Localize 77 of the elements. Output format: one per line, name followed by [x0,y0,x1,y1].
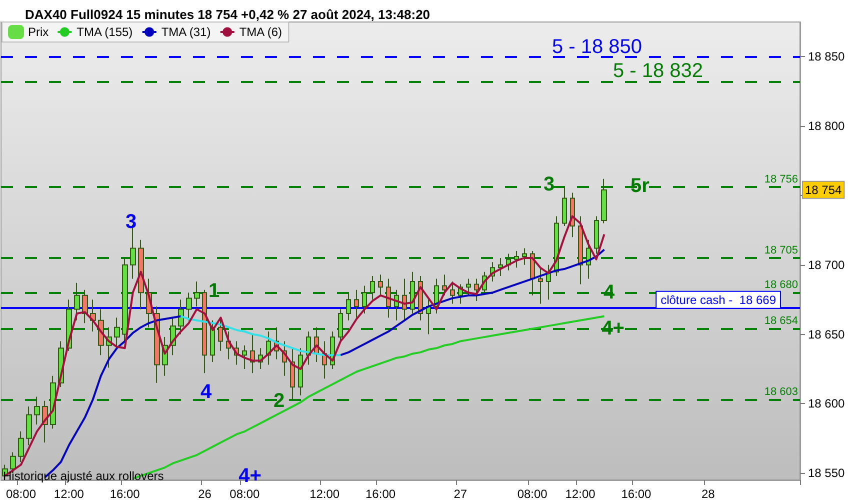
candlestick [474,278,479,302]
candlestick [450,281,455,304]
candlestick [402,278,407,321]
legend-label: TMA (155) [76,25,133,39]
chart-title: DAX40 Full0924 15 minutes 18 754 +0,42 % 27 août 2024, 13:48:20 [25,7,430,22]
annotation: 3 [125,210,137,233]
legend-label: Prix [28,25,49,39]
x-tick-label: 08:00 [230,487,260,500]
candlestick [466,278,471,296]
candlestick [354,289,359,318]
candlestick [218,317,223,352]
candlestick [594,216,599,254]
candlestick [290,348,295,400]
candlestick [186,292,192,321]
y-tick-label: 18 850 [808,50,846,64]
y-tick-label: 18 550 [808,466,846,480]
ref-line-label: 18 654 [764,315,798,328]
candlestick [242,344,247,370]
x-tick-label: 08:00 [6,487,36,500]
candlestick [346,292,351,321]
candlestick [210,320,215,363]
legend-label: TMA (6) [239,25,282,39]
candlestick [122,257,128,342]
candlestick [18,430,24,462]
annotation: 4 [200,381,212,403]
candlestick [498,257,503,276]
candlestick [442,274,447,296]
candlestick [426,299,431,335]
ref-line-label: 18 680 [764,279,798,292]
candlestick [82,289,88,324]
candlestick [562,186,567,227]
annotation: 5 - 18 850 [552,36,642,58]
ref-line-label: 18 756 [764,174,798,186]
x-tick-label: 12:00 [565,487,596,500]
annotation: 4+ [602,318,624,340]
annotation: 5 - 18 832 [612,60,704,82]
ref-line-label: clôture cash - 18 669 [660,292,776,307]
candlestick [538,267,543,304]
annotation: 5r [630,174,650,197]
y-tick-label: 18 650 [808,327,846,342]
candlestick [514,250,519,268]
x-tick-label: 16:00 [366,487,396,500]
line-series [180,315,342,356]
annotation: 18 754 [805,182,842,197]
candlestick [26,406,32,446]
annotation: 1 [208,280,220,302]
legend-label: TMA (31) [161,25,211,39]
candlestick [74,282,80,321]
candlestick [34,396,40,425]
candlestick [601,178,607,224]
x-tick-label: 12:00 [310,487,340,500]
candlestick [298,348,303,396]
ref-line-label: 18 705 [764,244,798,256]
y-tick-label: 18 700 [808,258,846,272]
x-tick-label: 16:00 [621,487,652,500]
ref-line-label: 18 603 [764,386,798,398]
candlestick [202,289,207,374]
x-tick-label: 26 [198,487,212,500]
candlestick [386,278,391,318]
x-tick-label: 28 [701,487,716,500]
y-tick-label: 18 600 [808,396,846,411]
x-tick-label: 12:00 [54,487,84,500]
candlestick [378,274,383,296]
annotation: 4+ [238,465,262,487]
candlestick [338,308,343,342]
candlestick [370,275,375,300]
annotation: 2 [273,390,285,412]
candlestick [362,285,367,314]
candlestick [578,216,583,285]
x-tick-label: 27 [454,487,468,500]
candlestick [194,281,200,308]
x-tick-label: 08:00 [517,487,548,500]
candlestick [522,248,527,266]
y-tick-label: 18 800 [808,119,846,134]
candlestick [178,299,184,335]
annotation: 3 [543,173,555,196]
x-tick-label: 16:00 [110,487,140,500]
